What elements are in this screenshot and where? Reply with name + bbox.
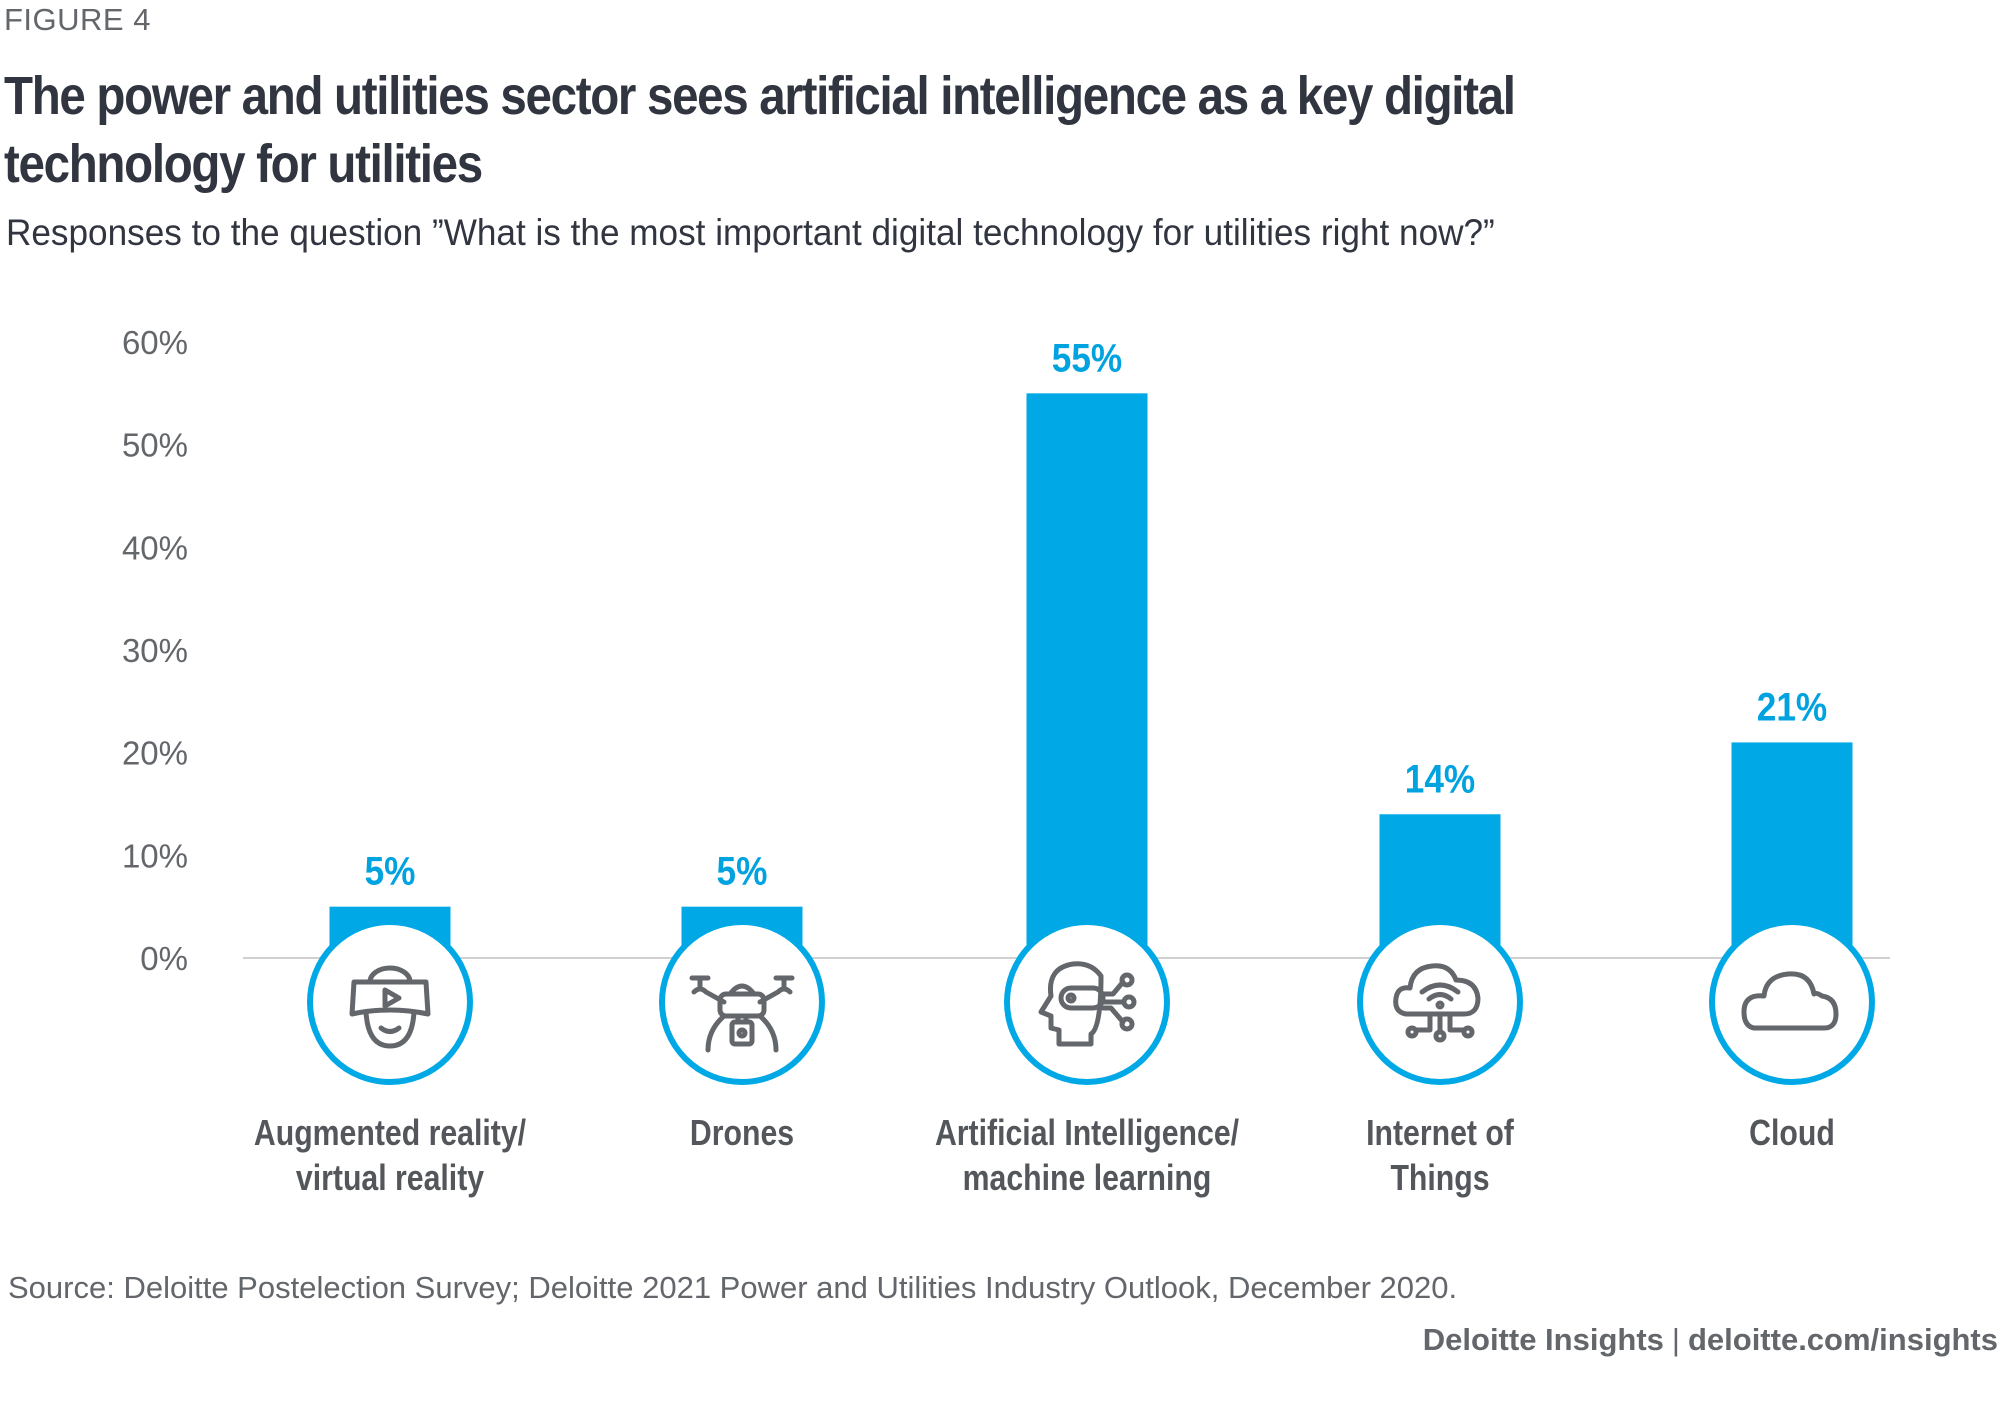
icon-circle bbox=[1004, 919, 1170, 1085]
bars: 5% 5% 55% 14% 21% bbox=[329, 335, 1853, 978]
y-tick-label: 0% bbox=[140, 940, 188, 977]
icons bbox=[307, 919, 1875, 1085]
icon-circle bbox=[1709, 919, 1875, 1085]
category-icon-badge bbox=[659, 919, 825, 1085]
chart-title: The power and utilities sector sees arti… bbox=[4, 66, 1516, 194]
brand-separator: | bbox=[1671, 1322, 1680, 1357]
category-label: Cloud bbox=[1749, 1114, 1835, 1154]
category-label: Artificial Intelligence/ bbox=[935, 1114, 1239, 1154]
drone-icon bbox=[689, 975, 795, 1053]
vr-headset-icon bbox=[349, 965, 431, 1049]
cloud-icon bbox=[1741, 971, 1839, 1031]
y-tick-label: 40% bbox=[122, 529, 188, 566]
category-label: virtual reality bbox=[296, 1159, 485, 1199]
category-icon-badge bbox=[1004, 919, 1170, 1085]
brand-name: Deloitte Insights bbox=[1422, 1322, 1664, 1357]
y-tick-label: 20% bbox=[122, 735, 188, 772]
bar-value-label: 5% bbox=[365, 849, 416, 894]
bar-value-label: 21% bbox=[1757, 684, 1827, 729]
source-note: Source: Deloitte Postelection Survey; De… bbox=[8, 1270, 1458, 1305]
icon-circle bbox=[659, 919, 825, 1085]
category-icon-badge bbox=[1709, 919, 1875, 1085]
category-label: Things bbox=[1390, 1159, 1489, 1199]
chart-subtitle: Responses to the question ”What is the m… bbox=[6, 212, 1495, 253]
y-axis: 0% 10% 20% 30% 40% 50% 60% bbox=[122, 324, 188, 977]
brand-url[interactable]: deloitte.com/insights bbox=[1687, 1322, 1998, 1357]
category-label: machine learning bbox=[963, 1159, 1212, 1199]
brand-footer: Deloitte Insights | deloitte.com/insights bbox=[1423, 1322, 1998, 1358]
bar-value-label: 5% bbox=[717, 849, 768, 894]
y-tick-label: 30% bbox=[122, 632, 188, 669]
y-tick-label: 10% bbox=[122, 837, 188, 874]
iot-cloud-icon bbox=[1393, 963, 1481, 1043]
bar bbox=[1026, 393, 1148, 978]
y-tick-label: 50% bbox=[122, 427, 188, 464]
figure-label: FIGURE 4 bbox=[4, 2, 151, 37]
category-icon-badge bbox=[1357, 919, 1523, 1085]
category-labels: Augmented reality/virtual reality Drones A… bbox=[254, 1114, 1835, 1199]
category-icon-badge bbox=[307, 919, 473, 1085]
bar-value-label: 55% bbox=[1052, 335, 1122, 380]
category-label: Internet of bbox=[1366, 1114, 1515, 1154]
bar-chart: 0% 10% 20% 30% 40% 50% 60% 5% 5% 55% 14% 21% Augme… bbox=[122, 324, 1890, 1199]
ai-head-icon bbox=[1038, 961, 1137, 1047]
category-label: Augmented reality/ bbox=[254, 1114, 526, 1154]
bar-value-label: 14% bbox=[1405, 756, 1475, 801]
category-label: Drones bbox=[690, 1114, 794, 1154]
y-tick-label: 60% bbox=[122, 324, 188, 361]
